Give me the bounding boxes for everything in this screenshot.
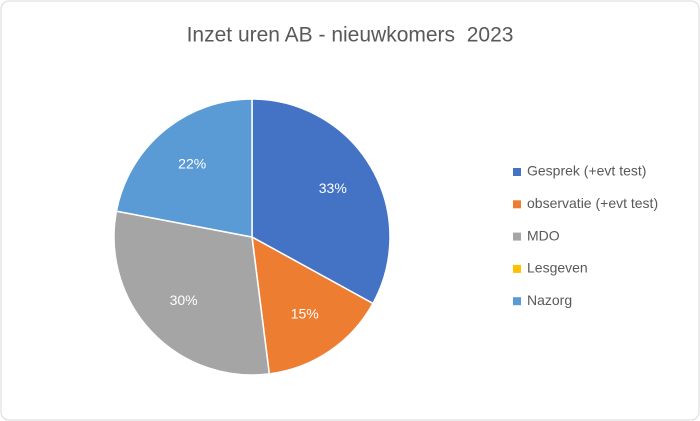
data-label: 22% xyxy=(178,155,206,171)
data-label: 33% xyxy=(319,180,347,196)
data-label: 30% xyxy=(170,292,198,308)
data-label: 15% xyxy=(291,305,319,321)
pie-slice xyxy=(113,210,271,376)
chart-title: Inzet uren AB - nieuwkomers 2023 xyxy=(187,24,514,47)
pie-slice xyxy=(115,98,253,238)
legend-label: Nazorg xyxy=(527,292,572,308)
legend-label: Lesgeven xyxy=(527,260,588,276)
pie-slice xyxy=(251,235,374,375)
legend-swatch xyxy=(513,264,521,273)
pie-slice xyxy=(251,98,391,305)
legend-swatch xyxy=(513,297,521,306)
legend-label: Gesprek (+evt test) xyxy=(527,163,646,179)
legend-swatch xyxy=(513,232,521,241)
legend-label: MDO xyxy=(527,227,560,243)
legend-label: observatie (+evt test) xyxy=(527,195,658,211)
legend-swatch xyxy=(513,200,521,209)
legend-swatch xyxy=(513,168,521,176)
